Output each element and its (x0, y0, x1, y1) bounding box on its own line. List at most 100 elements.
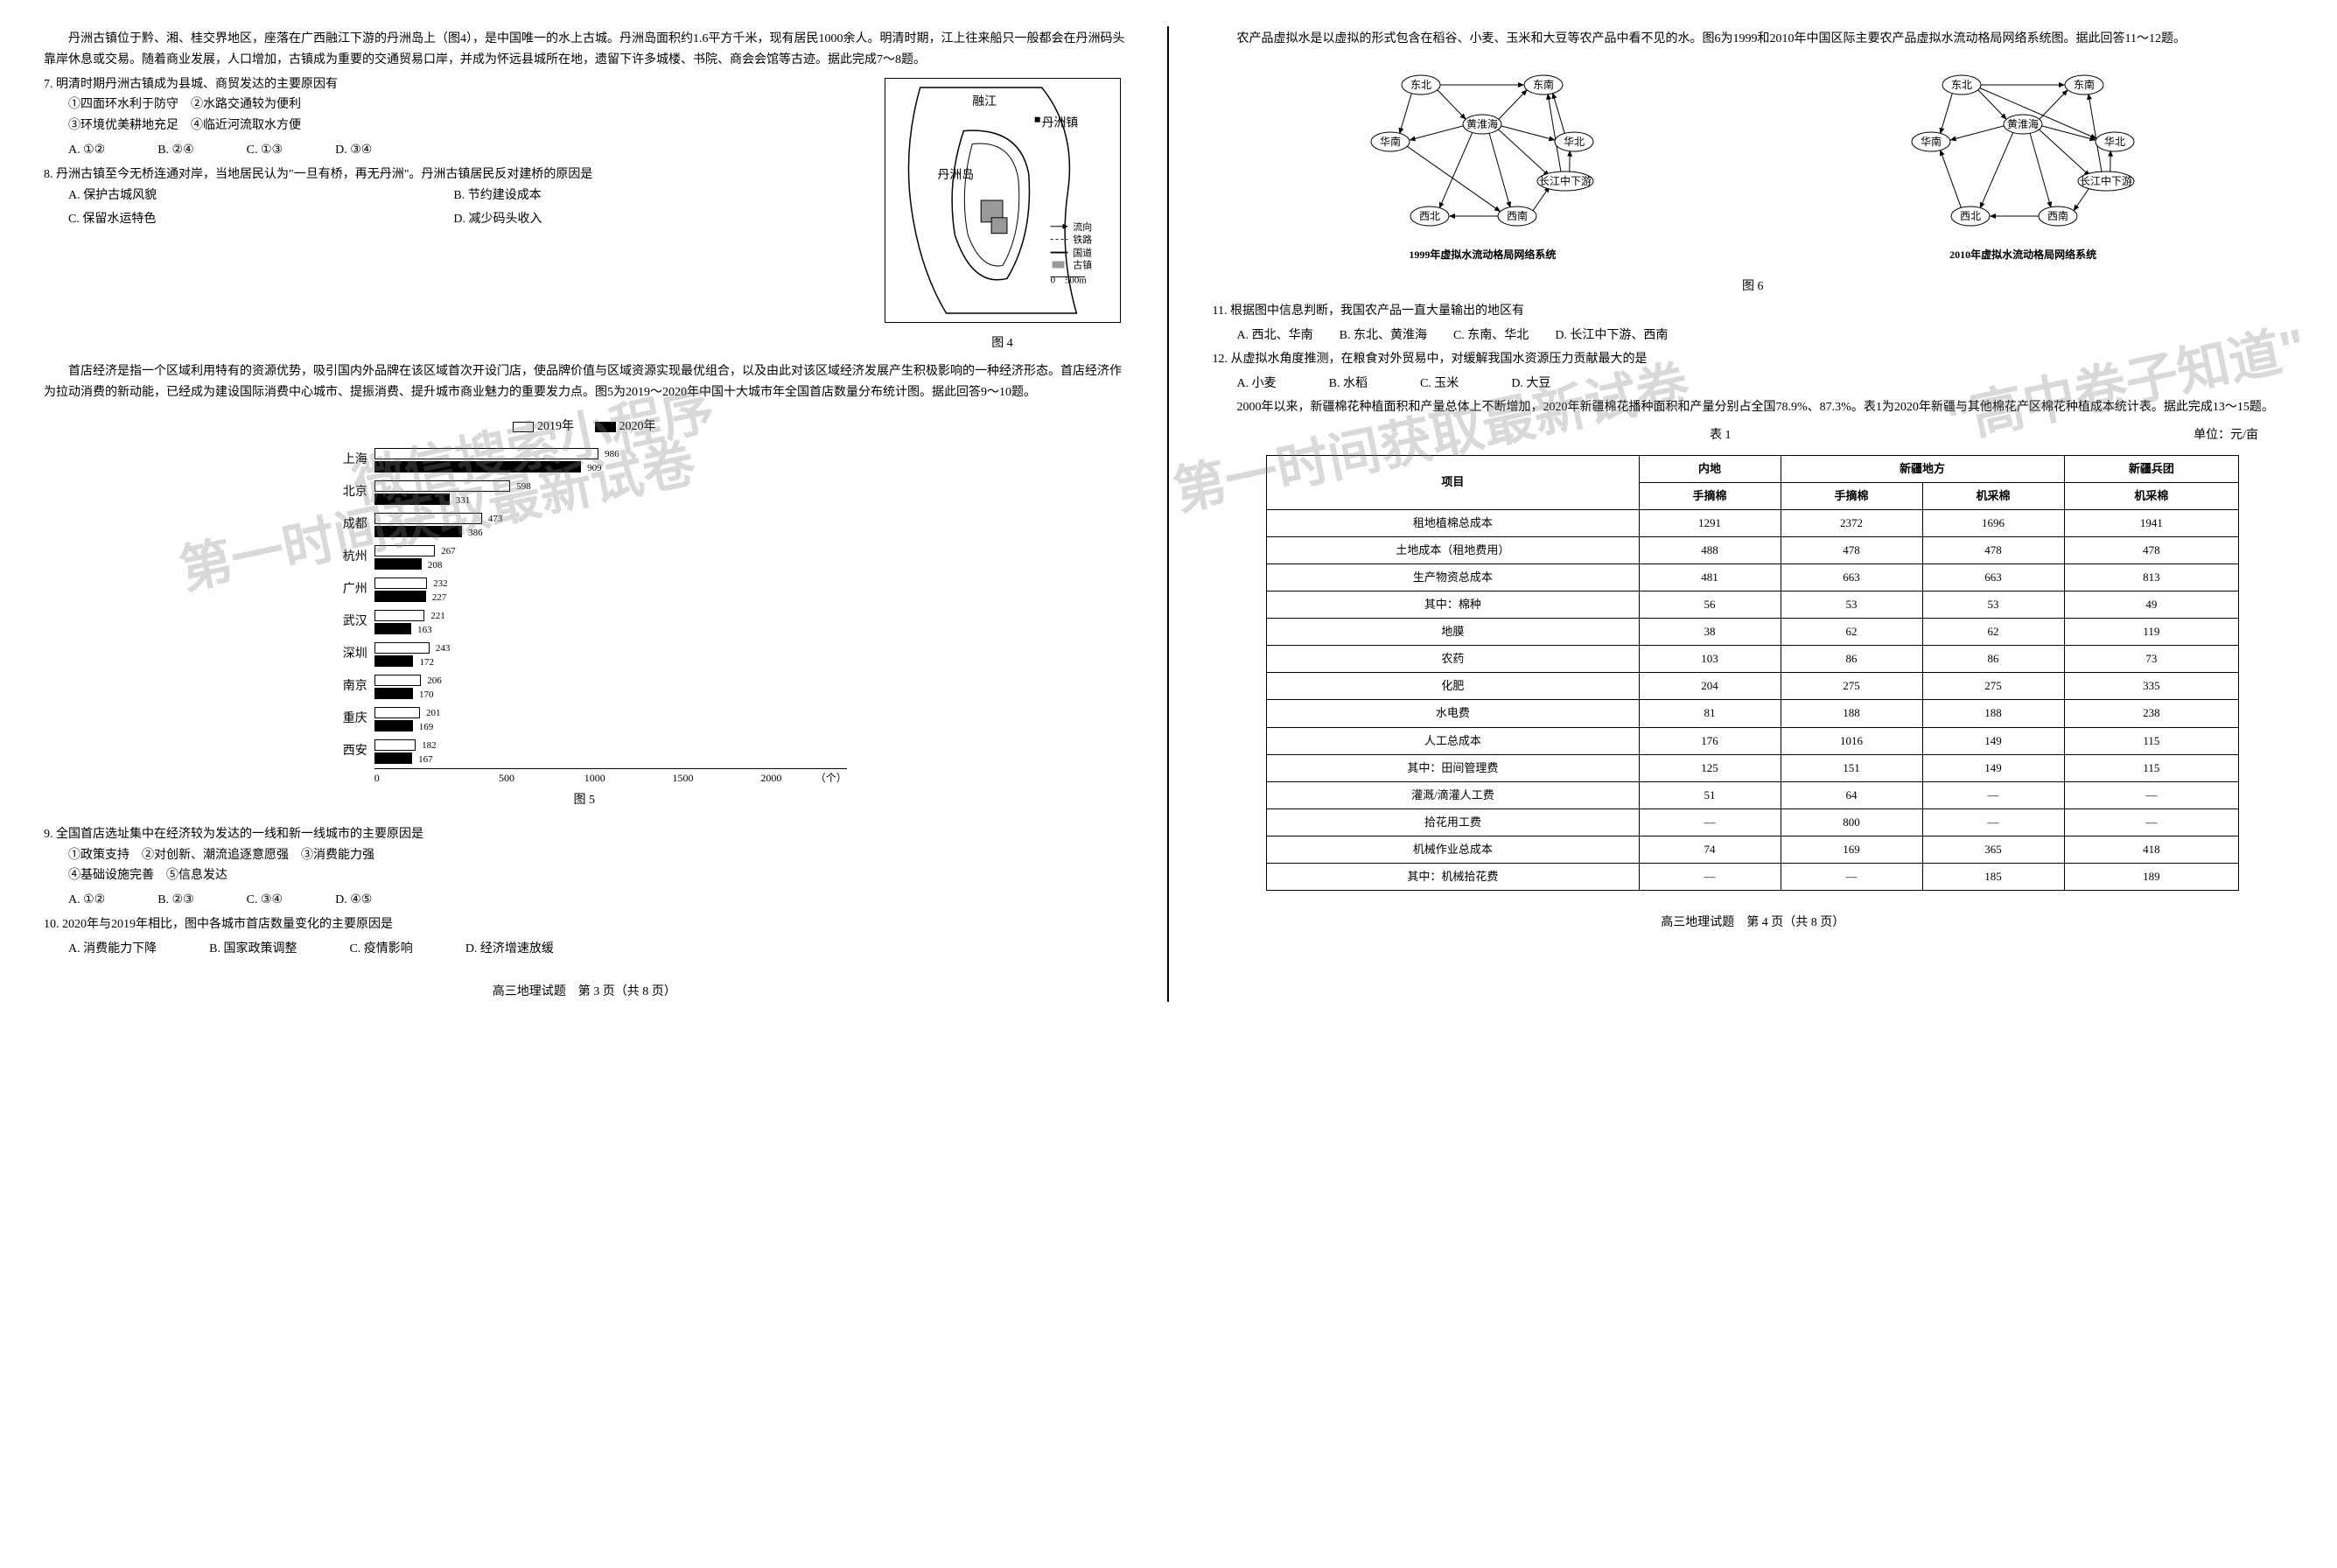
q10-options: A. 消费能力下降 B. 国家政策调整 C. 疫情影响 D. 经济增速放缓 (68, 939, 1125, 960)
page-footer-left: 高三地理试题 第 3 页（共 8 页） (44, 982, 1125, 1003)
table-cell: 73 (2064, 646, 2239, 673)
table-cell: 53 (1922, 592, 2064, 619)
table-cell: 125 (1639, 754, 1781, 781)
table-cell: 365 (1922, 836, 2064, 863)
table-cell: 生产物资总成本 (1267, 564, 1639, 591)
table-cell: 1696 (1922, 509, 2064, 536)
svg-text:黄淮海: 黄淮海 (2007, 117, 2039, 130)
table-cell: 2372 (1781, 509, 1922, 536)
question-12: 12. 从虚拟水角度推测，在粮食对外贸易中，对缓解我国水资源压力贡献最大的是 (1213, 349, 2294, 370)
table-cell: — (1639, 808, 1781, 836)
question-11: 11. 根据图中信息判断，我国农产品一直大量输出的地区有 (1213, 301, 2294, 322)
table-cell: — (2064, 808, 2239, 836)
table-cell: 169 (1781, 836, 1922, 863)
table-row: 其中：机械拾花费——185189 (1267, 863, 2239, 890)
svg-text:华南: 华南 (1921, 135, 1942, 148)
intro-7-8: 丹洲古镇位于黔、湘、桂交界地区，座落在广西融江下游的丹洲岛上（图4），是中国唯一… (44, 29, 1125, 71)
opt-d: D. 减少码头收入 (453, 209, 838, 230)
table-cell: 53 (1781, 592, 1922, 619)
figure-6: 东北东南黄淮海华南华北长江中下游西北西南 1999年虚拟水流动格局网络系统 东北… (1213, 63, 2294, 263)
th-h2-1: 手摘棉 (1639, 482, 1781, 509)
network-2010: 东北东南黄淮海华南华北长江中下游西北西南 2010年虚拟水流动格局网络系统 (1900, 63, 2145, 263)
table-cell: 灌溉/滴灌人工费 (1267, 781, 1639, 808)
label-island: 丹洲岛 (937, 168, 974, 182)
th-h2-2: 手摘棉 (1781, 482, 1922, 509)
q9-options: A. ①② B. ②③ C. ③④ D. ④⑤ (68, 890, 1125, 911)
table-row: 农药103868673 (1267, 646, 2239, 673)
label-town: 丹洲镇 (1041, 116, 1078, 130)
q9-sub1: ①政策支持 ②对创新、潮流追逐意愿强 ③消费能力强 (68, 845, 1125, 866)
svg-text:西北: 西北 (1419, 210, 1440, 222)
table-cell: 188 (1781, 700, 1922, 727)
table-cell: 103 (1639, 646, 1781, 673)
table-cell: 800 (1781, 808, 1922, 836)
table-cell: 51 (1639, 781, 1781, 808)
opt-c: C. 玉米 (1420, 374, 1459, 395)
table-cell: 481 (1639, 564, 1781, 591)
table-cell: 478 (1922, 536, 2064, 564)
table-cell: 1941 (2064, 509, 2239, 536)
chart-x-axis: 0500100015002000（个） (374, 768, 847, 787)
opt-b: B. ②③ (157, 890, 193, 911)
table-cell: 人工总成本 (1267, 727, 1639, 754)
table-cell: 1016 (1781, 727, 1922, 754)
table-cell: 149 (1922, 754, 2064, 781)
svg-text:黄淮海: 黄淮海 (1466, 117, 1498, 130)
fig4-caption: 图 4 (880, 333, 1125, 354)
opt-b: B. 节约建设成本 (453, 186, 838, 206)
bar-row: 西安 182 167 (322, 736, 847, 767)
bar-row: 深圳 243 172 (322, 639, 847, 670)
svg-text:长江中下游: 长江中下游 (1539, 174, 1592, 187)
th-xj-corps: 新疆兵团 (2064, 455, 2239, 482)
table-cell: 74 (1639, 836, 1781, 863)
table-body: 租地植棉总成本1291237216961941土地成本（租地费用）4884784… (1267, 509, 2239, 890)
table-row: 机械作业总成本74169365418 (1267, 836, 2239, 863)
table-cell: 185 (1922, 863, 2064, 890)
opt-b: B. ②④ (157, 140, 193, 161)
bar-row: 上海 986 909 (322, 444, 847, 476)
bar-city-label: 成都 (322, 514, 374, 536)
table-cell: 81 (1639, 700, 1781, 727)
table-row: 人工总成本1761016149115 (1267, 727, 2239, 754)
th-item: 项目 (1267, 455, 1639, 509)
q11-options: A. 西北、华南 B. 东北、黄淮海 C. 东南、华北 D. 长江中下游、西南 (1237, 326, 2294, 346)
table-cell: 86 (1781, 646, 1922, 673)
table-row: 水电费81188188238 (1267, 700, 2239, 727)
table-cell: 土地成本（租地费用） (1267, 536, 1639, 564)
table-cell: 488 (1639, 536, 1781, 564)
table-cell: 农药 (1267, 646, 1639, 673)
bar-city-label: 北京 (322, 482, 374, 503)
table-row: 其中：棉种56535349 (1267, 592, 2239, 619)
table-cell: 478 (1781, 536, 1922, 564)
bar-city-label: 上海 (322, 450, 374, 471)
table-cell: 204 (1639, 673, 1781, 700)
table-title: 表 1 (1710, 425, 1732, 446)
table-cell: — (1922, 781, 2064, 808)
table-row: 灌溉/滴灌人工费5164—— (1267, 781, 2239, 808)
table-row: 拾花用工费—800—— (1267, 808, 2239, 836)
question-10: 10. 2020年与2019年相比，图中各城市首店数量变化的主要原因是 (44, 914, 1125, 935)
fig5-caption: 图 5 (322, 790, 847, 811)
svg-text:东北: 东北 (1951, 79, 1972, 91)
opt-b: B. 东北、黄淮海 (1340, 326, 1427, 346)
table-cell: 115 (2064, 727, 2239, 754)
table-row: 地膜386262119 (1267, 619, 2239, 646)
svg-text:华南: 华南 (1380, 135, 1401, 148)
table-unit: 单位：元/亩 (2194, 425, 2258, 446)
table-cell: 56 (1639, 592, 1781, 619)
bar-row: 南京 206 170 (322, 671, 847, 703)
table-cell: 478 (2064, 536, 2239, 564)
table-row: 土地成本（租地费用）488478478478 (1267, 536, 2239, 564)
page-left: 微信搜索小程序 第一时间获取最新试卷 丹洲古镇位于黔、湘、桂交界地区，座落在广西… (0, 0, 1169, 1028)
opt-d: D. 大豆 (1511, 374, 1550, 395)
bar-city-label: 武汉 (322, 612, 374, 633)
svg-text:流向: 流向 (1073, 220, 1092, 232)
opt-a: A. 小麦 (1237, 374, 1277, 395)
table-cell: — (2064, 781, 2239, 808)
page-footer-right: 高三地理试题 第 4 页（共 8 页） (1213, 913, 2294, 934)
table-cell: 拾花用工费 (1267, 808, 1639, 836)
table-cell: 62 (1922, 619, 2064, 646)
opt-c: C. 保留水运特色 (68, 209, 453, 230)
bar-row: 武汉 221 163 (322, 606, 847, 638)
table-cell: — (1639, 863, 1781, 890)
